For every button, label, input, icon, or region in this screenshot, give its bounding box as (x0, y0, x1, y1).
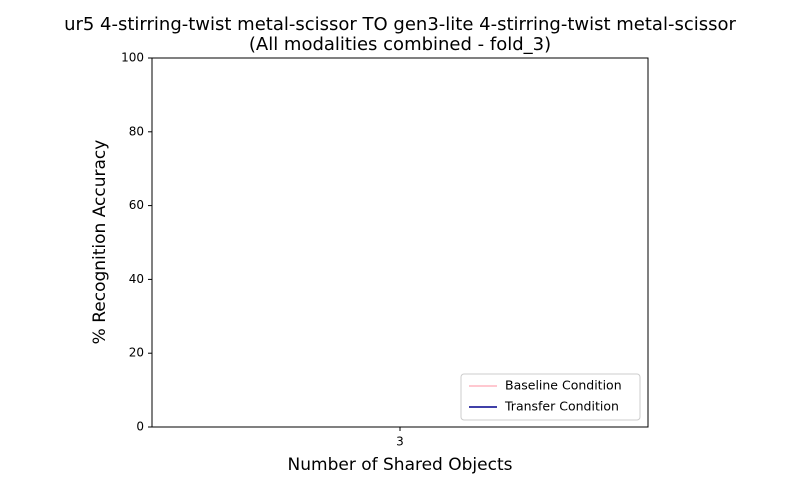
chart-subtitle: (All modalities combined - fold_3) (249, 34, 551, 55)
chart-title: ur5 4-stirring-twist metal-scissor TO ge… (64, 14, 736, 35)
legend-label: Transfer Condition (504, 399, 619, 414)
legend-label: Baseline Condition (505, 378, 622, 393)
x-tick-label: 3 (396, 435, 404, 449)
x-axis-label: Number of Shared Objects (288, 455, 513, 475)
y-tick-label: 60 (129, 198, 144, 212)
y-tick-label: 80 (129, 124, 144, 138)
y-tick-label: 0 (136, 420, 144, 434)
y-axis-label: % Recognition Accuracy (90, 140, 110, 345)
plot-frame (151, 57, 649, 428)
y-tick-label: 100 (121, 51, 144, 65)
legend-box (460, 373, 641, 421)
y-tick-label: 40 (129, 272, 144, 286)
y-tick-label: 20 (129, 346, 144, 360)
